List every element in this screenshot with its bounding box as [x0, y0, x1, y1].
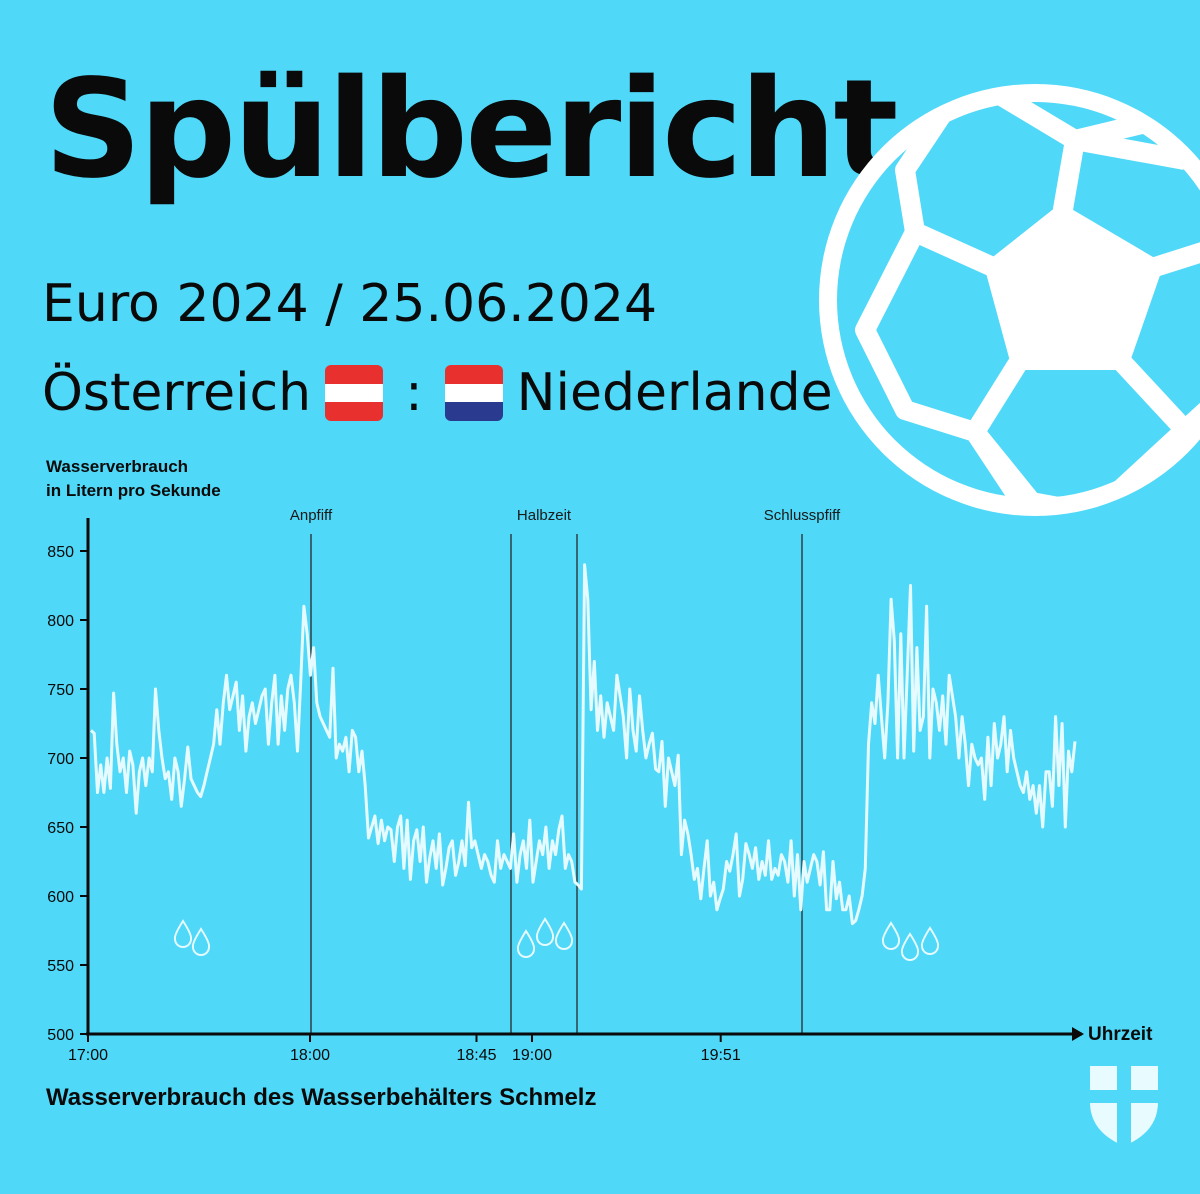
x-tick-label: 18:45: [456, 1047, 496, 1064]
y-axis-label-line2: in Litern pro Sekunde: [46, 481, 221, 500]
water-drop-icon: [554, 921, 574, 950]
water-drop-icon: [516, 929, 536, 958]
water-drop-icon: [535, 917, 555, 946]
austria-flag-icon: [325, 365, 384, 421]
y-axis-label: Wasserverbrauch in Litern pro Sekunde: [46, 455, 221, 503]
team-home-label: Österreich: [42, 363, 312, 423]
football-icon: [819, 84, 1200, 516]
x-tick-label: 19:51: [701, 1047, 741, 1064]
team-away-label: Niederlande: [516, 363, 833, 423]
water-drop-icon: [191, 927, 211, 956]
series-line: [90, 563, 1077, 926]
x-axis-label: Uhrzeit: [1088, 1024, 1153, 1045]
page-title: Spülbericht: [44, 51, 898, 209]
y-tick-label: 850: [47, 544, 74, 561]
event-label: Anpfiff: [290, 507, 333, 524]
water-drop-icon: [881, 921, 901, 950]
y-axis-label-line1: Wasserverbrauch: [46, 457, 189, 476]
x-tick-label: 17:00: [68, 1047, 108, 1064]
y-tick-label: 550: [47, 958, 74, 975]
match-line: Österreich : Niederlande: [42, 365, 833, 421]
x-tick-label: 18:00: [290, 1047, 330, 1064]
water-drop-icon: [920, 926, 940, 955]
y-tick-label: 500: [47, 1027, 74, 1044]
x-tick-label: 19:00: [512, 1047, 552, 1064]
vienna-coat-of-arms-icon: [1090, 1066, 1158, 1146]
water-drops-icon: [173, 917, 940, 961]
water-drop-icon: [173, 919, 193, 948]
match-date-subtitle: Euro 2024 / 25.06.2024: [42, 274, 658, 334]
y-tick-label: 800: [47, 613, 74, 630]
y-tick-label: 750: [47, 682, 74, 699]
y-tick-label: 650: [47, 820, 74, 837]
x-axis-arrow: [1072, 1027, 1084, 1041]
chart-footer-caption: Wasserverbrauch des Wasserbehälters Schm…: [46, 1084, 597, 1111]
y-tick-label: 600: [47, 889, 74, 906]
y-tick-label: 700: [47, 751, 74, 768]
netherlands-flag-icon: [444, 365, 503, 421]
water-drop-icon: [900, 932, 920, 961]
score-separator: :: [405, 363, 423, 423]
event-label: Halbzeit: [517, 507, 572, 524]
event-label: Schlusspfiff: [764, 507, 841, 524]
